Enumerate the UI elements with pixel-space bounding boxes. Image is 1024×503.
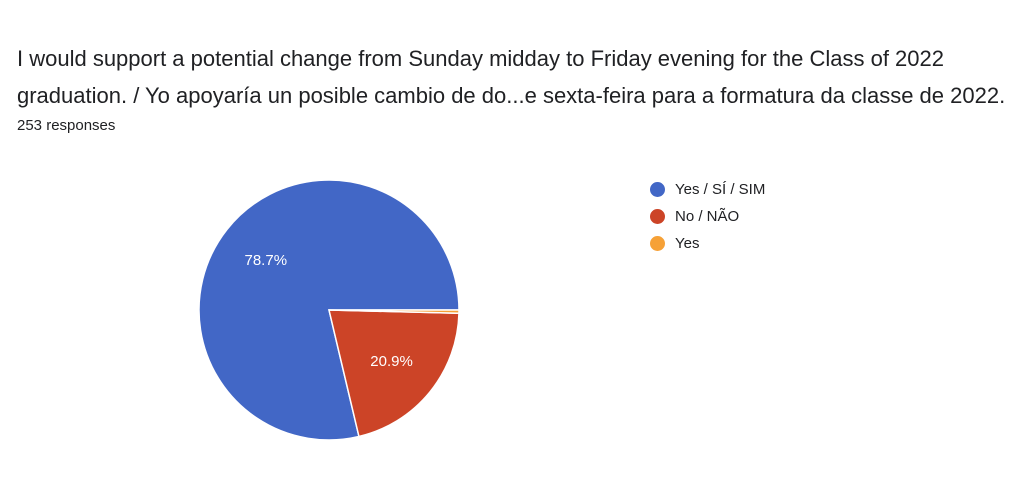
- response-count: 253 responses: [17, 117, 116, 134]
- pie-slice-label-0: 78.7%: [245, 252, 288, 269]
- legend-item-0[interactable]: Yes / SÍ / SIM: [650, 176, 765, 203]
- legend-swatch-1: [650, 209, 665, 224]
- chart-legend: Yes / SÍ / SIM No / NÃO Yes: [650, 176, 765, 257]
- pie-slice-2[interactable]: [328, 309, 460, 315]
- question-title: I would support a potential change from …: [17, 40, 1017, 114]
- legend-label-1: No / NÃO: [675, 208, 740, 225]
- legend-label-0: Yes / SÍ / SIM: [675, 181, 766, 198]
- question-title-line-1: I would support a potential change from …: [17, 46, 944, 71]
- pie-slice-1[interactable]: [328, 309, 460, 438]
- legend-item-1[interactable]: No / NÃO: [650, 203, 765, 230]
- legend-swatch-0: [650, 182, 665, 197]
- legend-item-2[interactable]: Yes: [650, 230, 765, 257]
- question-title-line-2: graduation. / Yo apoyaría un posible cam…: [17, 83, 1006, 108]
- legend-label-2: Yes: [675, 235, 700, 252]
- legend-swatch-2: [650, 236, 665, 251]
- pie-slice-0[interactable]: [198, 179, 460, 441]
- pie-slice-label-1: 20.9%: [370, 353, 413, 370]
